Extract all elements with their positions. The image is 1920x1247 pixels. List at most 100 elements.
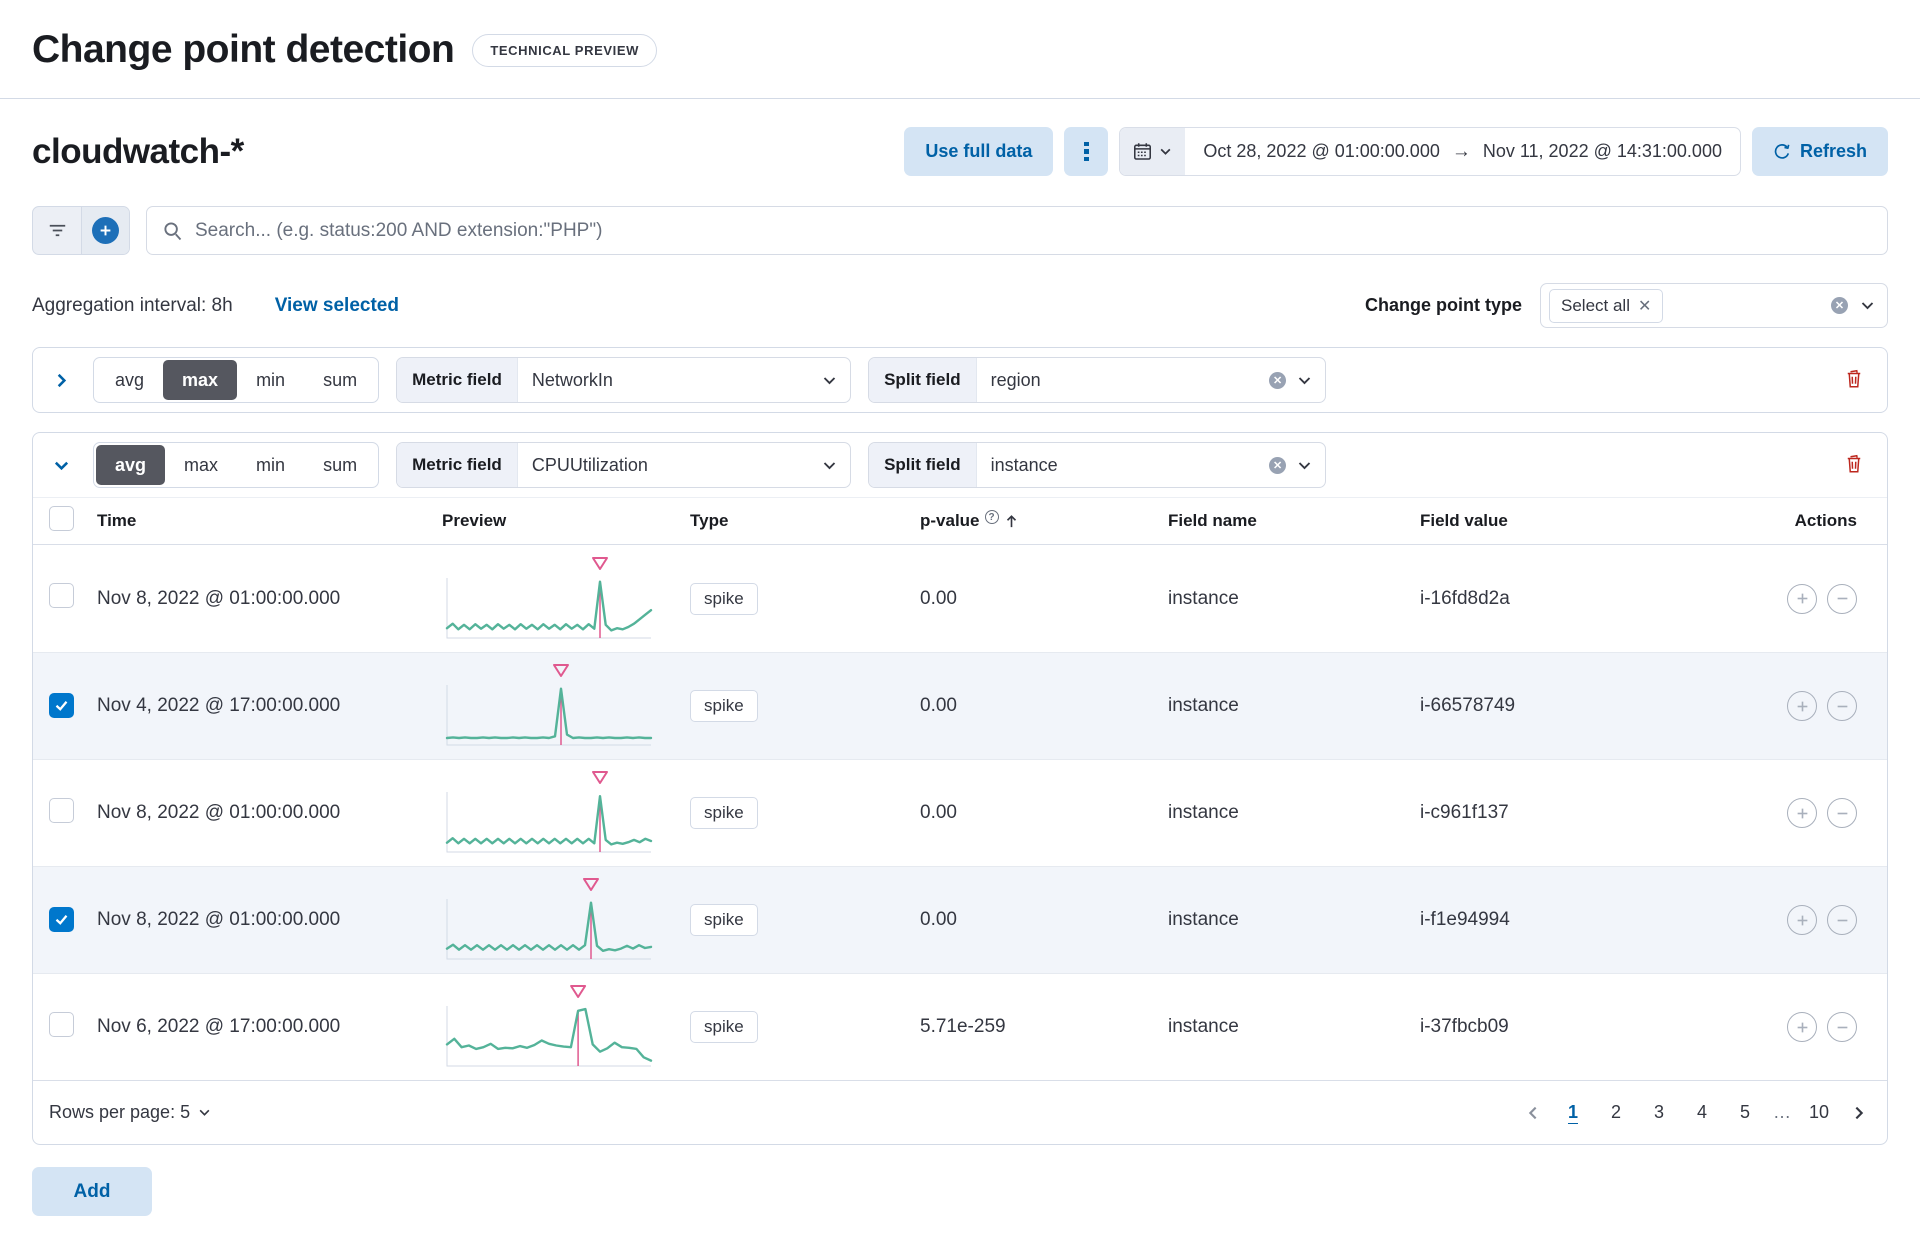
- rows-per-page-button[interactable]: Rows per page: 5: [49, 1102, 211, 1123]
- minus-icon: [1837, 812, 1847, 814]
- expand-toggle-button[interactable]: [46, 365, 76, 395]
- page-button[interactable]: 10: [1804, 1096, 1834, 1130]
- column-header-pvalue[interactable]: p-value: [920, 511, 980, 530]
- agg-min-button[interactable]: min: [237, 445, 304, 485]
- row-checkbox[interactable]: [49, 797, 74, 823]
- sampling-options-button[interactable]: [1064, 127, 1109, 176]
- metric-field-select[interactable]: Metric field NetworkIn: [396, 357, 852, 403]
- add-filter-button[interactable]: [81, 207, 129, 254]
- date-range-start[interactable]: Oct 28, 2022 @ 01:00:00.000: [1203, 141, 1440, 161]
- rows-per-page-label: Rows per page: 5: [49, 1102, 191, 1122]
- filter-for-value-button[interactable]: [1787, 691, 1817, 721]
- plus-icon: [1797, 701, 1807, 711]
- split-field-select[interactable]: Split field instance ✕: [868, 442, 1327, 488]
- use-full-data-button[interactable]: Use full data: [904, 127, 1054, 176]
- page-button[interactable]: 2: [1601, 1096, 1631, 1130]
- page-button[interactable]: 5: [1730, 1096, 1760, 1130]
- agg-avg-button[interactable]: avg: [96, 360, 163, 400]
- clear-split-field-icon[interactable]: ✕: [1269, 371, 1287, 389]
- view-selected-link[interactable]: View selected: [274, 294, 399, 316]
- row-field-name: instance: [1168, 909, 1239, 930]
- row-pvalue: 0.00: [920, 695, 957, 716]
- agg-max-button[interactable]: max: [165, 445, 237, 485]
- split-field-label: Split field: [869, 443, 977, 487]
- select-all-checkbox[interactable]: [49, 506, 74, 531]
- type-badge: spike: [690, 1011, 758, 1043]
- clear-selection-icon[interactable]: ✕: [1831, 297, 1848, 314]
- page-button[interactable]: 3: [1644, 1096, 1674, 1130]
- technical-preview-badge: TECHNICAL PREVIEW: [472, 33, 657, 67]
- row-checkbox[interactable]: [49, 583, 74, 608]
- chevron-down-icon[interactable]: [1860, 298, 1875, 313]
- filter-for-value-button[interactable]: [1787, 1012, 1817, 1042]
- refresh-button[interactable]: Refresh: [1751, 127, 1888, 176]
- filter-out-value-button[interactable]: [1827, 691, 1857, 721]
- preview-sparkline-chart: [445, 771, 653, 853]
- row-field-name: instance: [1168, 587, 1239, 609]
- table-row: Nov 6, 2022 @ 17:00:00.000 spike 5.71e-2…: [33, 973, 1887, 1080]
- agg-function-group: avg max min sum: [93, 357, 380, 403]
- chevron-down-icon: [199, 1109, 210, 1116]
- row-field-name: instance: [1168, 695, 1239, 716]
- filter-out-value-button[interactable]: [1827, 905, 1857, 935]
- expand-toggle-button[interactable]: [46, 450, 76, 480]
- selected-type-chip: Select all ✕: [1549, 288, 1664, 323]
- table-row: Nov 8, 2022 @ 01:00:00.000 spike 0.00 in…: [33, 545, 1887, 652]
- preview-sparkline-chart: [445, 878, 653, 960]
- date-range-values: Oct 28, 2022 @ 01:00:00.000 → Nov 11, 20…: [1185, 141, 1740, 163]
- boxes-vertical-icon: [1084, 141, 1089, 162]
- sort-up-icon[interactable]: [1004, 514, 1019, 529]
- agg-sum-button[interactable]: sum: [304, 360, 376, 400]
- search-input[interactable]: [195, 219, 1871, 242]
- filter-out-value-button[interactable]: [1827, 583, 1857, 614]
- change-point-type-label: Change point type: [1365, 295, 1522, 315]
- plus-icon: [1797, 915, 1807, 925]
- plus-icon: [1797, 1022, 1807, 1032]
- delete-config-button[interactable]: [1834, 363, 1874, 398]
- agg-avg-button[interactable]: avg: [96, 445, 166, 485]
- filter-out-value-button[interactable]: [1827, 1012, 1857, 1042]
- row-checkbox[interactable]: [49, 1011, 74, 1037]
- aggregation-interval-label: Aggregation interval: 8h: [32, 294, 233, 316]
- type-badge: spike: [690, 690, 758, 722]
- page-button[interactable]: 1: [1558, 1096, 1588, 1130]
- column-header-actions: Actions: [1794, 511, 1857, 530]
- date-range-end[interactable]: Nov 11, 2022 @ 14:31:00.000: [1482, 141, 1722, 161]
- agg-max-button[interactable]: max: [163, 360, 238, 400]
- minus-icon: [1837, 705, 1847, 707]
- row-time: Nov 8, 2022 @ 01:00:00.000: [97, 909, 341, 930]
- page-list: 1 2 3 4 5 … 10: [1521, 1096, 1871, 1130]
- date-picker-quick-menu[interactable]: [1120, 128, 1186, 175]
- delete-config-button[interactable]: [1834, 448, 1874, 483]
- split-field-select[interactable]: Split field region ✕: [868, 357, 1327, 403]
- add-button[interactable]: Add: [32, 1167, 152, 1216]
- row-field-value: i-c961f137: [1420, 802, 1509, 823]
- filter-for-value-button[interactable]: [1787, 798, 1817, 828]
- meta-row: Aggregation interval: 8h View selected C…: [32, 283, 1888, 328]
- next-page-button[interactable]: [1847, 1101, 1871, 1125]
- column-header-time[interactable]: Time: [97, 511, 137, 530]
- search-field[interactable]: [146, 206, 1888, 255]
- change-point-type-combobox[interactable]: Select all ✕ ✕: [1540, 283, 1888, 328]
- clear-split-field-icon[interactable]: ✕: [1269, 456, 1287, 474]
- row-checkbox[interactable]: [49, 693, 74, 718]
- remove-chip-icon[interactable]: ✕: [1637, 297, 1652, 315]
- agg-sum-button[interactable]: sum: [304, 445, 376, 485]
- filter-for-value-button[interactable]: [1787, 583, 1817, 614]
- agg-min-button[interactable]: min: [237, 360, 304, 400]
- metric-field-select[interactable]: Metric field CPUUtilization: [396, 442, 852, 488]
- row-checkbox[interactable]: [49, 907, 74, 932]
- previous-page-button[interactable]: [1521, 1101, 1545, 1125]
- minus-icon: [1837, 1026, 1847, 1028]
- date-range-picker[interactable]: Oct 28, 2022 @ 01:00:00.000 → Nov 11, 20…: [1119, 127, 1741, 176]
- split-field-value: region: [990, 369, 1041, 390]
- filter-for-value-button[interactable]: [1787, 905, 1817, 935]
- row-field-value: i-66578749: [1420, 695, 1516, 716]
- page-button[interactable]: 4: [1687, 1096, 1717, 1130]
- column-header-preview: Preview: [442, 511, 507, 530]
- question-in-circle-icon[interactable]: ?: [984, 510, 999, 524]
- filter-out-value-button[interactable]: [1827, 798, 1857, 828]
- preview-sparkline-chart: [445, 664, 653, 746]
- filter-button[interactable]: [33, 207, 81, 254]
- row-time: Nov 4, 2022 @ 17:00:00.000: [97, 695, 341, 716]
